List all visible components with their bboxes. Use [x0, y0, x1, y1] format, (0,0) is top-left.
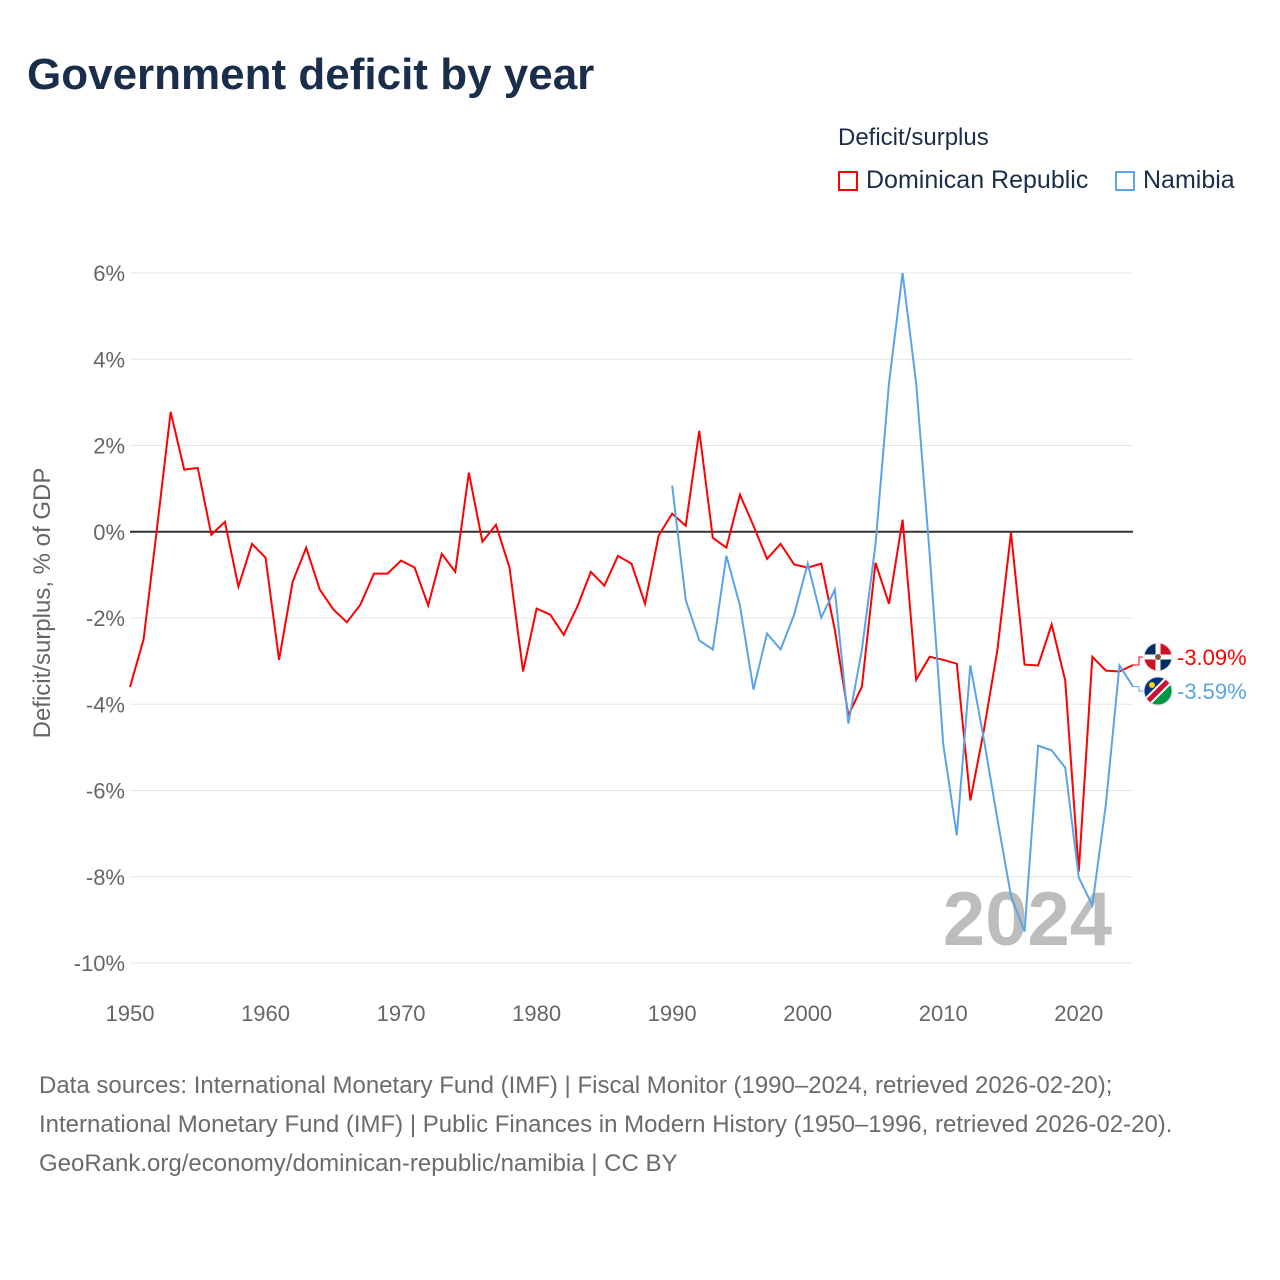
end-label-connector [1133, 656, 1143, 666]
namibia-flag-icon [1143, 676, 1173, 706]
x-tick-label: 2000 [783, 1001, 832, 1026]
y-tick-label: -8% [86, 865, 125, 890]
end-value-label: -3.09% [1177, 645, 1247, 670]
legend-label: Dominican Republic [866, 166, 1089, 194]
x-tick-label: 1990 [648, 1001, 697, 1026]
legend-title: Deficit/surplus [838, 124, 989, 151]
attribution[interactable]: GeoRank.org/economy/dominican-republic/n… [39, 1150, 678, 1177]
legend-swatch [838, 170, 858, 191]
chart-title: Government deficit by year [27, 50, 595, 99]
y-tick-label: 4% [93, 347, 125, 372]
x-tick-label: 1980 [512, 1001, 561, 1026]
series-line-dominican-republic [129, 411, 1134, 872]
y-tick-label: 6% [93, 261, 125, 286]
y-tick-label: -4% [86, 692, 125, 717]
legend-item-dominican-republic[interactable]: Dominican Republic [838, 166, 1088, 195]
y-tick-label: -2% [86, 606, 125, 631]
data-sources: Data sources: International Monetary Fun… [39, 1072, 1173, 1138]
y-tick-label: 0% [93, 520, 125, 545]
x-tick-label: 2020 [1054, 1001, 1103, 1026]
y-tick-label: -6% [86, 779, 125, 804]
dominican-republic-flag-icon [1143, 642, 1173, 672]
end-value-label: -3.59% [1177, 679, 1247, 704]
line-chart: 2024 6%4%2%0%-2%-4%-6%-8%-10%1950 1960 197… [29, 261, 1247, 1026]
end-label-connector [1133, 686, 1143, 692]
x-tick-label: 1950 [106, 1001, 155, 1026]
y-tick-label: 2% [93, 434, 125, 459]
y-tick-label: -10% [74, 951, 125, 976]
y-axis-label: Deficit/surplus, % of GDP [29, 468, 56, 739]
x-tick-label: 2010 [919, 1001, 968, 1026]
x-tick-label: 1970 [377, 1001, 426, 1026]
x-tick-label: 1960 [241, 1001, 290, 1026]
legend-label: Namibia [1143, 166, 1235, 194]
footer: Data sources: International Monetary Fun… [39, 1066, 1239, 1183]
series-line-namibia [671, 272, 1134, 932]
legend-item-namibia[interactable]: Namibia [1115, 166, 1235, 195]
legend-swatch [1115, 170, 1135, 191]
